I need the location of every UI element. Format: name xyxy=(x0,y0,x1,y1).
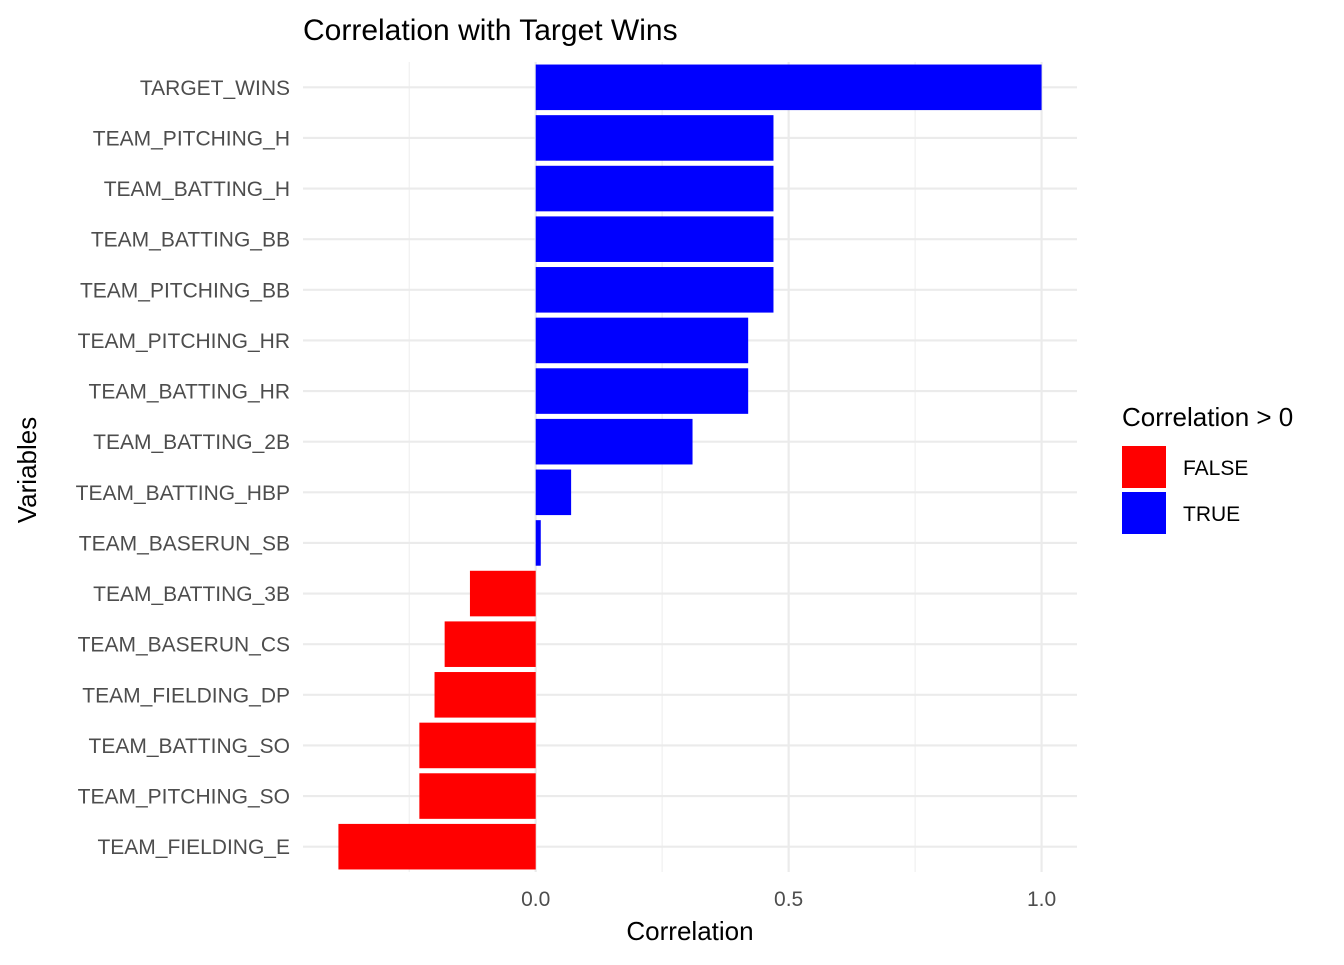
y-tick-label: TEAM_PITCHING_HR xyxy=(78,330,290,353)
bar-team-pitching-so xyxy=(419,773,536,819)
x-tick-label: 0.5 xyxy=(774,888,803,911)
bar-team-baserun-sb xyxy=(535,520,541,566)
bar-team-baserun-cs xyxy=(444,621,536,667)
y-tick-label: TEAM_BATTING_BB xyxy=(91,229,290,252)
y-tick-label: TEAM_BATTING_3B xyxy=(93,583,290,606)
legend-label-true: TRUE xyxy=(1183,503,1240,526)
y-axis-label: Variables xyxy=(12,417,42,523)
bar-target-wins xyxy=(535,64,1042,111)
bar-team-batting-h xyxy=(535,165,774,212)
legend: Correlation > 0 FALSE TRUE xyxy=(1122,402,1293,534)
x-tick-labels: 0.0 0.5 1.0 xyxy=(521,888,1056,911)
bar-team-fielding-dp xyxy=(434,672,536,718)
legend-items: FALSE TRUE xyxy=(1122,446,1248,534)
x-tick-label: 1.0 xyxy=(1027,888,1056,911)
y-tick-label: TEAM_PITCHING_H xyxy=(93,127,290,150)
legend-swatch-false xyxy=(1122,446,1166,488)
bar-team-batting-hr xyxy=(535,368,749,414)
y-tick-labels: TARGET_WINS TEAM_PITCHING_H TEAM_BATTING_H… xyxy=(76,77,290,859)
y-tick-label: TARGET_WINS xyxy=(140,77,290,100)
y-tick-label: TEAM_BATTING_2B xyxy=(93,431,290,454)
y-tick-label: TEAM_BATTING_HR xyxy=(89,381,290,404)
y-tick-label: TEAM_FIELDING_DP xyxy=(82,684,290,707)
bars xyxy=(338,64,1042,870)
y-tick-label: TEAM_BATTING_SO xyxy=(89,735,290,758)
legend-label-false: FALSE xyxy=(1183,457,1248,480)
y-tick-label: TEAM_BASERUN_SB xyxy=(79,532,290,555)
chart-title: Correlation with Target Wins xyxy=(303,14,678,47)
bar-team-pitching-hr xyxy=(535,317,749,364)
bar-team-fielding-e xyxy=(338,823,536,870)
bar-team-batting-3b xyxy=(469,570,536,617)
bar-team-batting-so xyxy=(419,722,536,769)
bar-team-batting-2b xyxy=(535,418,693,465)
bar-team-batting-bb xyxy=(535,216,774,262)
y-tick-label: TEAM_PITCHING_SO xyxy=(78,786,290,809)
bar-team-batting-hbp xyxy=(535,469,572,516)
legend-swatch-true xyxy=(1122,492,1166,534)
y-tick-label: TEAM_PITCHING_BB xyxy=(80,279,290,302)
y-tick-label: TEAM_BATTING_H xyxy=(104,178,290,201)
y-tick-label: TEAM_BASERUN_CS xyxy=(78,634,290,657)
bar-team-pitching-bb xyxy=(535,267,774,313)
x-axis-label: Correlation xyxy=(626,916,753,946)
y-tick-label: TEAM_FIELDING_E xyxy=(97,836,290,859)
y-tick-label: TEAM_BATTING_HBP xyxy=(76,482,290,505)
bar-team-pitching-h xyxy=(535,115,774,161)
legend-title: Correlation > 0 xyxy=(1122,402,1293,432)
x-tick-label: 0.0 xyxy=(521,888,550,911)
